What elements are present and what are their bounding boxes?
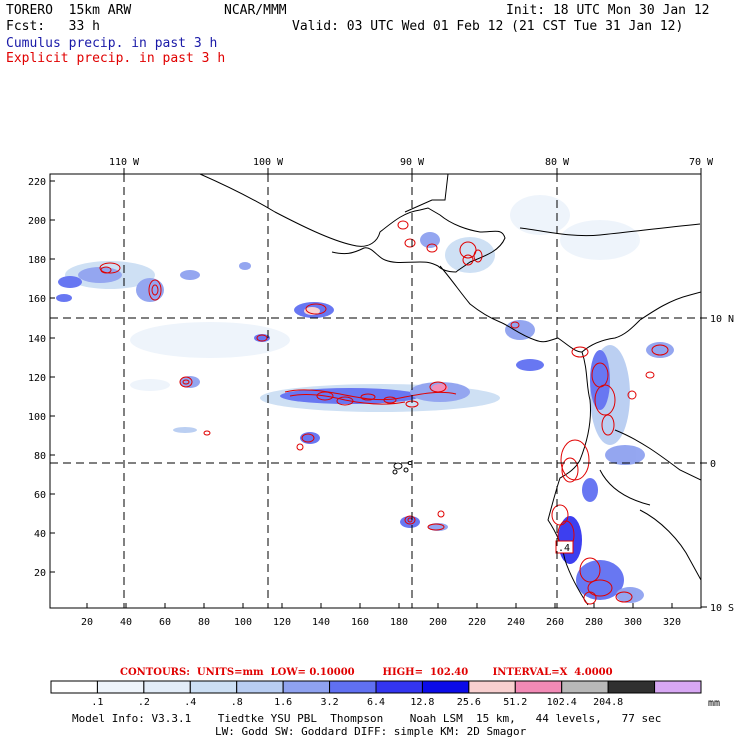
x-label: 280: [585, 617, 603, 628]
colorbar-swatch: [607, 680, 656, 694]
colorbar-label: 102.4: [547, 697, 577, 708]
y-label: 160: [28, 294, 46, 305]
x-label: 200: [429, 617, 447, 628]
colorbar-label: .2: [138, 697, 150, 708]
colorbar-unit: mm: [708, 698, 720, 709]
colorbar-swatch: [375, 680, 423, 694]
colorbar-swatch: [189, 680, 238, 694]
colorbar-swatch: [468, 680, 516, 694]
colorbar-label: .1: [91, 697, 103, 708]
colorbar-label: 25.6: [457, 697, 481, 708]
explicit-legend: Explicit precip. in past 3 h: [6, 51, 226, 66]
y-label: 40: [34, 529, 46, 540]
colorbar: [50, 680, 702, 694]
colorbar-label: 1.6: [274, 697, 292, 708]
x-label: 160: [351, 617, 369, 628]
forecast-hour: Fcst: 33 h: [6, 19, 100, 34]
min-value-label: .4: [558, 543, 570, 554]
x-label: 180: [390, 617, 408, 628]
init-time: Init: 18 UTC Mon 30 Jan 12: [506, 3, 710, 18]
y-label: 60: [34, 490, 46, 501]
x-label: 220: [468, 617, 486, 628]
x-label: 240: [507, 617, 525, 628]
x-label: 60: [159, 617, 171, 628]
cumulus-precip-field: [56, 195, 674, 603]
model-title: TORERO 15km ARW: [6, 3, 132, 18]
colorbar-label: 12.8: [410, 697, 434, 708]
physics-info-line: LW: Godd SW: Goddard DIFF: simple KM: 2D…: [215, 725, 527, 738]
lon-label-100w: 100 W: [253, 157, 284, 168]
right-lat-ticks: [701, 317, 707, 608]
colorbar-swatch: [561, 680, 609, 694]
lat-label-10n: 10 N: [710, 314, 734, 325]
x-label: 120: [273, 617, 291, 628]
contours-info: CONTOURS: UNITS=mm LOW= 0.10000 HIGH= 10…: [120, 667, 613, 678]
plot-frame: [49, 173, 702, 609]
y-label: 120: [28, 373, 46, 384]
lat-lon-grid: [50, 174, 701, 608]
colorbar-swatch: [514, 680, 563, 694]
lon-label-70w: 70 W: [689, 157, 714, 168]
colorbar-label: .8: [231, 697, 243, 708]
x-label: 140: [312, 617, 330, 628]
explicit-precip-contours: [99, 220, 669, 605]
colorbar-swatch: [421, 680, 470, 694]
colorbar-label: 204.8: [593, 697, 623, 708]
y-label: 80: [34, 451, 46, 462]
colorbar-swatch: [236, 680, 284, 694]
colorbar-swatch: [96, 680, 145, 694]
x-ticks: [86, 603, 673, 608]
y-label: 140: [28, 334, 46, 345]
x-label: 80: [198, 617, 210, 628]
x-label: 260: [546, 617, 564, 628]
colorbar-label: 6.4: [367, 697, 385, 708]
lon-label-110w: 110 W: [109, 157, 140, 168]
map-field: .4: [50, 174, 701, 608]
colorbar-label: .4: [184, 697, 196, 708]
x-label: 320: [663, 617, 681, 628]
organization-label: NCAR/MMM: [224, 3, 287, 18]
lat-label-10s: 10 S: [710, 603, 734, 614]
colorbar-swatch: [143, 680, 191, 694]
x-label: 100: [234, 617, 252, 628]
colorbar-label: 3.2: [321, 697, 339, 708]
y-label: 180: [28, 255, 46, 266]
colorbar-swatch: [654, 680, 702, 694]
lon-label-90w: 90 W: [400, 157, 425, 168]
y-label: 200: [28, 216, 46, 227]
x-label: 20: [81, 617, 93, 628]
coastlines: [199, 174, 701, 606]
x-label: 40: [120, 617, 132, 628]
colorbar-swatch: [282, 680, 331, 694]
y-label: 20: [34, 568, 46, 579]
valid-time: Valid: 03 UTC Wed 01 Feb 12 (21 CST Tue …: [292, 19, 684, 34]
cumulus-legend: Cumulus precip. in past 3 h: [6, 36, 218, 51]
colorbar-swatch: [329, 680, 377, 694]
y-ticks: [50, 180, 55, 573]
lat-label-0: 0: [710, 459, 716, 470]
x-label: 300: [624, 617, 642, 628]
colorbar-swatch: [50, 680, 98, 694]
y-label: 220: [28, 177, 46, 188]
min-value-box: [555, 540, 574, 554]
y-label: 100: [28, 412, 46, 423]
colorbar-label: 51.2: [503, 697, 527, 708]
colorbar-labels: .1 .2 .4 .8 1.6 3.2 6.4 12.8 25.6 51.2 102.4 204.8: [91, 697, 623, 708]
top-lon-ticks: [123, 168, 702, 174]
model-info-line: Model Info: V3.3.1 Tiedtke YSU PBL Thomp…: [72, 712, 662, 725]
lon-label-80w: 80 W: [545, 157, 570, 168]
